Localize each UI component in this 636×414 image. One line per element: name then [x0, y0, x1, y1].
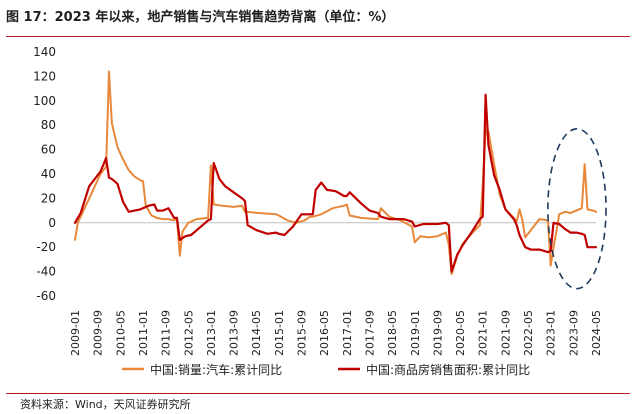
x-tick-label: 2021-01: [477, 310, 490, 356]
y-tick-label: -40: [36, 265, 56, 279]
source-rule: [6, 393, 630, 394]
x-tick-label: 2016-05: [318, 310, 331, 356]
x-tick-label: 2019-01: [409, 310, 422, 356]
x-tick-label: 2020-05: [454, 310, 467, 356]
x-tick-label: 2023-09: [567, 310, 580, 356]
y-tick-label: 0: [48, 216, 56, 230]
x-tick-label: 2010-05: [114, 310, 127, 356]
x-tick-label: 2009-01: [69, 310, 82, 356]
x-tick-label: 2022-05: [522, 310, 535, 356]
legend-label-2: 中国:商品房销售面积:累计同比: [366, 362, 530, 377]
x-tick-labels: 2009-01 2009-09 2010-05 2011-01 2011-09 2012-…: [69, 310, 603, 356]
series-line-2: [73, 93, 598, 273]
x-tick-label: 2017-09: [363, 310, 376, 356]
x-tick-label: 2023-01: [545, 310, 558, 356]
y-tick-label: 140: [33, 45, 56, 59]
series-line-1: [74, 70, 597, 275]
x-tick-label: 2014-05: [250, 310, 263, 356]
y-tick-label: 20: [41, 191, 56, 205]
y-tick-label: 120: [33, 69, 56, 83]
source-note: 资料来源：Wind，天风证券研究所: [20, 398, 191, 411]
figure-title: 图 17：2023 年以来，地产销售与汽车销售趋势背离（单位：%）: [6, 10, 395, 25]
x-tick-label: 2012-05: [182, 310, 195, 356]
x-tick-label: 2021-09: [499, 310, 512, 356]
y-tick-label: 100: [33, 94, 56, 108]
series-lines: [73, 70, 598, 275]
x-tick-label: 2024-05: [590, 310, 603, 356]
y-tick-label: 40: [41, 167, 56, 181]
x-tick-label: 2015-01: [273, 310, 286, 356]
title-rule: [6, 36, 630, 37]
legend-label-1: 中国:销量:汽车:累计同比: [150, 362, 282, 377]
x-tick-label: 2013-01: [205, 310, 218, 356]
x-tick-label: 2017-01: [341, 310, 354, 356]
x-tick-label: 2015-09: [296, 310, 309, 356]
y-tick-label: -20: [36, 240, 56, 254]
x-tick-label: 2018-05: [386, 310, 399, 356]
legend: 中国:销量:汽车:累计同比 中国:商品房销售面积:累计同比: [122, 362, 530, 377]
x-tick-label: 2011-09: [160, 310, 173, 356]
y-tick-label: 60: [41, 143, 56, 157]
x-tick-label: 2009-09: [92, 310, 105, 356]
y-tick-label: 80: [41, 118, 56, 132]
x-tick-label: 2019-09: [431, 310, 444, 356]
highlight-ellipse: [547, 128, 607, 290]
annotation-layer: [547, 128, 607, 290]
y-tick-label: -60: [36, 289, 56, 303]
x-tick-label: 2011-01: [137, 310, 150, 356]
y-tick-labels: -60 -40 -20 0 20 40 60 80 100 120 140: [33, 45, 56, 303]
x-tick-label: 2013-09: [228, 310, 241, 356]
